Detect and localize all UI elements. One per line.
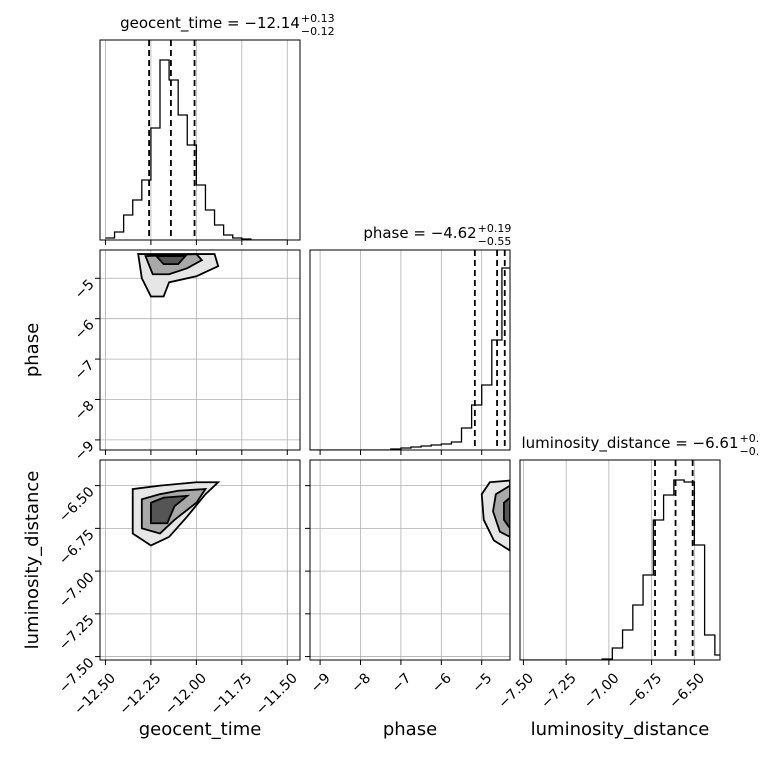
x-tick-label: −5: [469, 670, 495, 696]
x-tick-label: −6.75: [624, 670, 666, 712]
panel-frame: [99, 249, 301, 451]
x-axis-label: phase: [383, 719, 437, 740]
x-tick-label: −7: [389, 670, 415, 696]
hist-bar: [502, 268, 512, 450]
panel-frame: [519, 459, 721, 661]
x-tick-label: −9: [308, 670, 334, 696]
hist-bar: [205, 210, 214, 240]
hist-bar: [215, 225, 224, 240]
hist-bar: [633, 605, 643, 660]
contour-line: [492, 484, 510, 538]
hist-bar: [705, 635, 715, 660]
hist-step: [520, 479, 720, 660]
hist-bar: [160, 60, 169, 240]
x-tick-label: −6: [429, 670, 455, 696]
contour-line: [150, 494, 191, 525]
contours: [480, 479, 510, 552]
title-upper: +0.13: [301, 12, 335, 25]
hist-step: [310, 267, 510, 450]
hist-bar: [151, 128, 160, 240]
panel-title: luminosity_distance = −6.61: [521, 434, 738, 453]
x-axis-label: geocent_time: [139, 719, 262, 740]
x-tick-label: −6.50: [666, 670, 708, 712]
contours: [137, 253, 220, 298]
hist-bar: [451, 442, 461, 450]
y-tick-label: −6: [72, 317, 98, 343]
panel: −9 −8 −7 −6 −5 phase: [22, 249, 301, 464]
y-tick-label: −8: [72, 398, 98, 424]
panel: phase = −4.62 +0.19−0.55: [309, 222, 512, 455]
hist-bar: [664, 495, 674, 660]
y-tick-label: −6.50: [56, 484, 98, 526]
panel: geocent_time = −12.14 +0.13−0.12: [99, 12, 335, 245]
hist-bar: [694, 545, 704, 660]
title-lower: −0.12: [740, 445, 760, 458]
hist-bar: [623, 630, 633, 660]
panel: −12.50−12.25−12.00−11.75−11.50−7.50−7.25…: [22, 459, 301, 740]
hist-bar: [431, 445, 441, 450]
histogram: [105, 40, 288, 240]
contours: [131, 481, 221, 547]
hist-bar: [472, 405, 482, 450]
x-tick-label: −12.00: [162, 670, 210, 718]
panel-title: geocent_time = −12.14: [120, 14, 300, 33]
title-lower: −0.55: [478, 235, 512, 248]
x-tick-label: −8: [348, 670, 374, 696]
hist-bar: [133, 200, 142, 240]
hist-bar: [196, 185, 205, 240]
x-tick-label: −7.25: [538, 670, 580, 712]
hist-bar: [124, 215, 133, 240]
x-tick-label: −11.50: [253, 670, 301, 718]
hist-bar: [482, 385, 492, 450]
panel: −9 −8 −7 −6 −5 phase: [305, 459, 511, 740]
y-tick-label: −5: [72, 277, 98, 303]
x-axis-label: luminosity_distance: [531, 719, 710, 740]
panel-frame: [99, 39, 301, 241]
contour-line: [503, 496, 510, 530]
y-tick-label: −7.00: [56, 569, 98, 611]
x-tick-label: −11.75: [207, 670, 255, 718]
title-upper: +0.10: [740, 432, 760, 445]
x-tick-label: −7.00: [581, 670, 623, 712]
y-tick-label: −9: [72, 438, 98, 464]
histogram: [310, 250, 512, 450]
x-tick-label: −12.25: [117, 670, 165, 718]
panel-frame: [309, 459, 511, 661]
y-axis-label: luminosity_distance: [22, 471, 43, 650]
panel: −7.50 −7.25 −7.00 −6.75 −6.50 luminosity_dist…: [495, 432, 760, 740]
hist-step: [105, 59, 288, 240]
title-upper: +0.19: [478, 222, 512, 235]
hist-bar: [178, 115, 187, 240]
y-tick-label: −7: [72, 357, 98, 383]
hist-bar: [115, 232, 124, 240]
contour-line: [154, 255, 188, 266]
y-axis-label: phase: [22, 323, 43, 377]
title-lower: −0.12: [301, 25, 335, 38]
panel-frame: [309, 249, 511, 451]
hist-bar: [462, 428, 472, 450]
y-tick-label: −7.25: [56, 612, 98, 654]
hist-bar: [612, 648, 622, 660]
hist-bar: [441, 444, 451, 450]
hist-bar: [224, 235, 233, 240]
panel-title: phase = −4.62: [363, 224, 476, 242]
histogram: [520, 460, 720, 660]
y-tick-label: −6.75: [56, 527, 98, 569]
panel-frame: [99, 459, 301, 661]
x-tick-label: −7.50: [495, 670, 537, 712]
